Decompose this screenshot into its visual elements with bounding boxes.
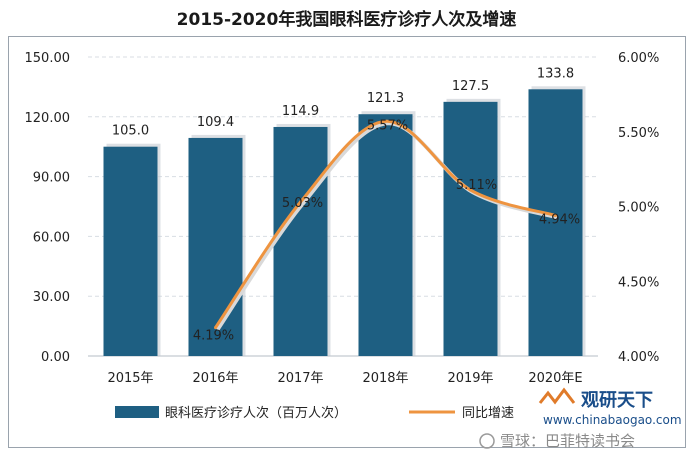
growth-point: [214, 326, 217, 330]
y-right-tick: 6.00%: [618, 51, 659, 66]
bar: [273, 126, 328, 356]
xueqiu-logo-icon: [479, 433, 495, 449]
y-right-tick: 4.50%: [618, 275, 659, 290]
bar-value-label: 133.8: [537, 66, 574, 81]
legend-bar-swatch: [115, 406, 159, 418]
watermark-brand: 观研天下: [581, 390, 653, 411]
legend-bar-label: 眼科医疗诊疗人次（百万人次）: [165, 405, 347, 421]
watermark-credit: 雪球：巴菲特读书会: [500, 432, 635, 450]
y-right-tick: 5.50%: [618, 126, 659, 141]
bar: [358, 114, 413, 356]
bar: [528, 89, 583, 357]
x-tick-label: 2020年E: [528, 371, 582, 386]
x-tick-label: 2017年: [277, 371, 323, 386]
y-left-tick: 90.00: [33, 171, 70, 186]
bar-value-label: 114.9: [282, 104, 319, 119]
growth-value-label: 5.03%: [282, 196, 323, 211]
growth-point: [299, 200, 302, 204]
y-left-tick: 60.00: [33, 230, 70, 245]
bar-value-label: 127.5: [452, 79, 489, 94]
chart-title: 2015-2020年我国眼科医疗诊疗人次及增速: [176, 10, 517, 30]
y-left-tick: 30.00: [33, 290, 70, 305]
growth-value-label: 5.57%: [367, 118, 408, 133]
x-tick-label: 2018年: [362, 371, 408, 386]
growth-value-label: 4.19%: [193, 329, 234, 344]
y-right-tick: 5.00%: [618, 201, 659, 216]
title-bar: 2015-2020年我国眼科医疗诊疗人次及增速: [0, 0, 693, 34]
bar: [443, 101, 498, 356]
bar: [103, 146, 158, 356]
bar: [188, 137, 243, 356]
y-right-tick: 4.00%: [618, 350, 659, 365]
y-left-tick: 120.00: [25, 111, 71, 126]
watermark-site: www.chinabaogao.com: [543, 413, 682, 427]
growth-value-label: 5.11%: [456, 178, 497, 193]
bar-value-label: 105.0: [112, 124, 149, 139]
growth-point: [554, 213, 557, 217]
brand-logo-icon: [538, 387, 576, 405]
growth-line: [214, 119, 556, 329]
bar-value-label: 121.3: [367, 91, 404, 106]
growth-point: [469, 188, 472, 192]
x-tick-label: 2015年: [107, 371, 153, 386]
y-left-tick: 0.00: [41, 350, 70, 365]
bar-value-label: 109.4: [197, 115, 234, 130]
growth-value-label: 4.94%: [539, 212, 580, 227]
growth-point: [384, 119, 387, 123]
x-tick-label: 2019年: [447, 371, 493, 386]
y-left-tick: 150.00: [25, 51, 71, 66]
x-tick-label: 2016年: [192, 371, 238, 386]
legend-line-label: 同比增速: [462, 406, 514, 421]
